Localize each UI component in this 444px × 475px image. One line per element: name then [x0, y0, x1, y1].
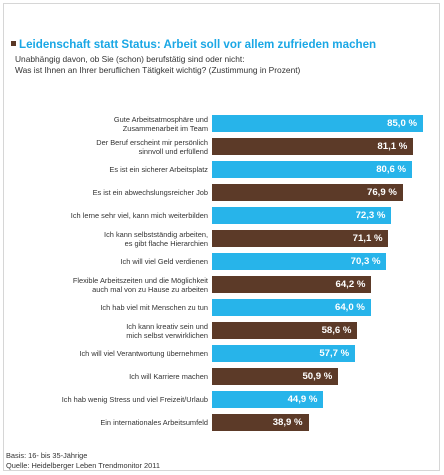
title-marker-icon [11, 41, 16, 47]
category-label: Ein internationales Arbeitsumfeld [100, 418, 208, 427]
bar [212, 299, 371, 316]
bar [212, 414, 309, 431]
category-label: Ich hab wenig Stress und viel Freizeit/U… [61, 395, 208, 404]
value-label: 70,3 % [350, 256, 381, 267]
category-label: Ich will viel Verantwortung übernehmen [79, 349, 208, 358]
bar [212, 345, 356, 362]
category-label: Gute Arbeitsatmosphäre und Zusammenarbei… [113, 114, 208, 133]
bar [212, 391, 324, 408]
value-label: 64,2 % [335, 279, 366, 290]
value-label: 58,6 % [321, 325, 352, 336]
category-label: Flexible Arbeitszeiten und die Möglichke… [72, 275, 208, 294]
category-label: Ich lerne sehr viel, kann mich weiterbil… [70, 211, 208, 220]
chart-title: Leidenschaft statt Status: Arbeit soll v… [19, 38, 377, 51]
chart-frame [3, 3, 440, 471]
value-label: 57,7 % [319, 348, 350, 359]
category-label: Ich kann kreativ sein und mich selbst ve… [126, 321, 208, 340]
value-label: 80,6 % [376, 164, 407, 175]
bar [212, 184, 403, 201]
category-label: Es ist ein sicherer Arbeitsplatz [109, 165, 208, 174]
bar [212, 230, 389, 247]
chart-subtitle-line1: Unabhängig davon, ob Sie (schon) berufst… [15, 54, 245, 64]
category-label: Ich will viel Geld verdienen [120, 257, 209, 266]
footer-source: Quelle: Heidelberger Leben Trendmonitor … [6, 461, 160, 470]
value-label: 64,0 % [334, 302, 365, 313]
value-label: 85,0 % [387, 118, 417, 129]
footer-basis: Basis: 16- bis 35-Jährige [6, 451, 88, 460]
value-label: 71,1 % [352, 233, 383, 244]
bar [212, 207, 392, 224]
chart-title-row: Leidenschaft statt Status: Arbeit soll v… [11, 38, 436, 51]
value-label: 76,9 % [367, 187, 397, 198]
bar [212, 161, 413, 178]
value-label: 38,9 % [272, 417, 303, 428]
value-label: 44,9 % [287, 394, 318, 405]
bar [212, 138, 414, 155]
bar [212, 368, 339, 385]
bar [212, 276, 372, 293]
bar [212, 253, 387, 270]
value-label: 50,9 % [302, 371, 333, 382]
value-label: 81,1 % [377, 141, 408, 152]
bar [212, 322, 358, 339]
value-label: 72,3 % [355, 210, 386, 221]
category-label: Der Beruf erscheint mir persönlich sinnv… [96, 137, 208, 156]
category-label: Ich hab viel mit Menschen zu tun [100, 303, 208, 312]
bar [212, 115, 423, 132]
category-label: Ich kann selbstständig arbeiten, es gibt… [104, 229, 208, 248]
category-label: Es ist ein abwechslungsreicher Job [92, 188, 208, 197]
chart-subtitle-line2: Was ist Ihnen an Ihrer beruflichen Tätig… [15, 65, 301, 75]
category-label: Ich will Karriere machen [129, 372, 208, 381]
